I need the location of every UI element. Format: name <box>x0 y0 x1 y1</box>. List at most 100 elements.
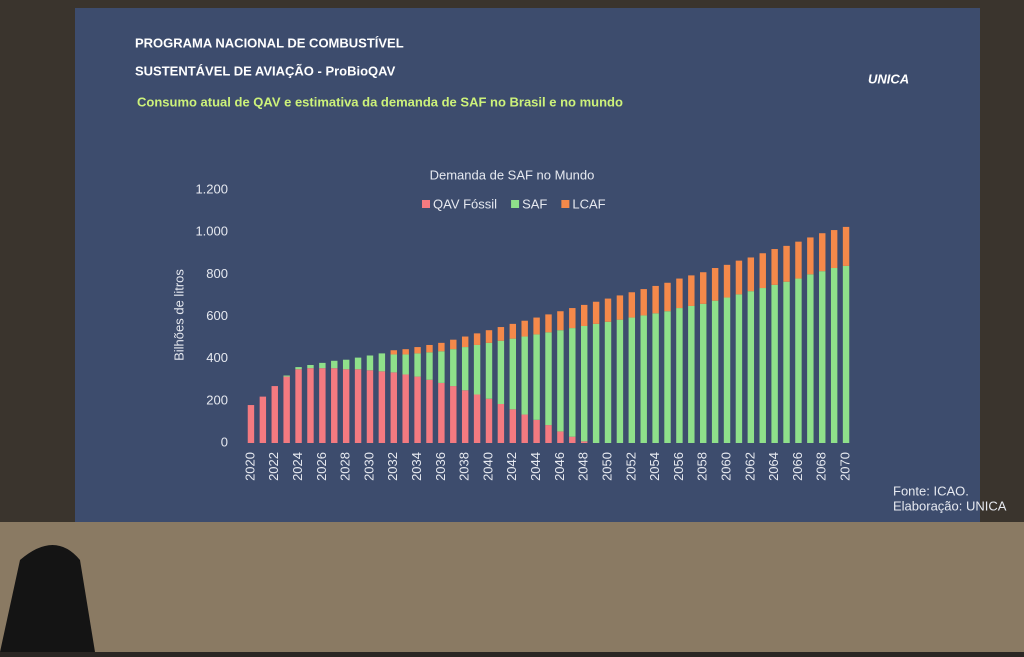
x-tick-label: 2046 <box>552 452 567 481</box>
bar-segment <box>473 344 481 395</box>
bar-segment <box>771 249 778 285</box>
bar-segment <box>557 431 564 443</box>
bar-segment <box>497 403 505 443</box>
bar-segment <box>842 226 850 266</box>
bar-segment <box>533 419 540 443</box>
bar-segment <box>509 409 517 443</box>
bar-segment <box>461 390 469 443</box>
bar-segment <box>331 360 338 369</box>
bar-segment <box>354 357 362 370</box>
bar-segment <box>450 386 457 443</box>
bar-segment <box>747 291 755 443</box>
bar-segment <box>545 332 552 426</box>
x-tick-label: 2040 <box>480 452 495 481</box>
slide-title: SUSTENTÁVEL DE AVIAÇÃO - ProBioQAV <box>135 63 396 78</box>
bar-segment <box>735 294 743 443</box>
bar-segment <box>569 308 576 329</box>
bar-segment <box>688 275 695 306</box>
bar-segment <box>628 317 636 443</box>
bar-segment <box>723 297 731 443</box>
bar-segment <box>830 268 838 443</box>
slide-subtitle: Consumo atual de QAV e estimativa da dem… <box>137 94 623 109</box>
y-tick-label: 400 <box>206 350 228 365</box>
bar-segment <box>723 264 731 298</box>
bar-segment <box>533 317 540 335</box>
presenter <box>0 545 95 652</box>
legend-label: QAV Fóssil <box>433 196 497 211</box>
bar-segment <box>307 364 314 369</box>
bar-segment <box>497 340 505 404</box>
bar-segment <box>378 353 386 372</box>
x-tick-label: 2062 <box>742 452 757 481</box>
legend-label: LCAF <box>572 196 605 211</box>
y-tick-label: 600 <box>206 308 228 323</box>
x-tick-label: 2050 <box>599 452 614 481</box>
bar-segment <box>438 382 445 443</box>
bar-segment <box>319 362 326 369</box>
bar-segment <box>247 405 255 443</box>
bar-segment <box>557 330 564 432</box>
x-tick-label: 2026 <box>314 452 329 481</box>
bar-segment <box>795 278 802 443</box>
bar-segment <box>569 436 576 443</box>
bar-segment <box>414 347 421 354</box>
x-tick-label: 2056 <box>671 452 686 481</box>
bar-segment <box>390 354 397 373</box>
y-tick-label: 1.200 <box>195 181 228 196</box>
x-tick-label: 2068 <box>814 452 829 481</box>
x-tick-label: 2038 <box>457 452 472 481</box>
bar-segment <box>319 368 326 443</box>
x-tick-label: 2036 <box>433 452 448 481</box>
bar-segment <box>735 260 743 295</box>
source: Fonte: ICAO. <box>893 483 969 498</box>
bar-segment <box>521 336 528 415</box>
bar-segment <box>807 237 814 275</box>
bar-segment <box>426 344 433 353</box>
x-tick-label: 2028 <box>338 452 353 481</box>
x-tick-label: 2058 <box>695 452 710 481</box>
bar-segment <box>461 336 469 348</box>
bar-segment <box>676 278 683 309</box>
bar-segment <box>521 414 528 443</box>
bar-segment <box>390 372 397 443</box>
bar-segment <box>700 303 707 443</box>
x-tick-label: 2022 <box>266 452 281 481</box>
bar-segment <box>414 376 421 443</box>
slide-title: PROGRAMA NACIONAL DE COMBUSTÍVEL <box>135 35 404 50</box>
bar-segment <box>473 394 481 443</box>
bar-segment <box>688 305 695 443</box>
bar-segment <box>676 308 683 443</box>
bar-segment <box>640 315 647 443</box>
bar-segment <box>331 368 338 443</box>
x-tick-label: 2042 <box>504 452 519 481</box>
bar-segment <box>485 398 493 443</box>
bar-segment <box>700 272 707 304</box>
bar-segment <box>569 328 576 437</box>
bar-segment <box>580 441 588 443</box>
chart-title: Demanda de SAF no Mundo <box>430 167 595 182</box>
bar-segment <box>283 375 290 377</box>
bar-segment <box>402 354 409 375</box>
legend-swatch <box>561 200 570 208</box>
bar-segment <box>450 349 457 387</box>
bar-segment <box>819 233 826 272</box>
bar-segment <box>759 253 766 289</box>
bar-segment <box>390 350 397 355</box>
bar-segment <box>747 257 755 292</box>
bar-segment <box>664 282 671 312</box>
bar-segment <box>711 268 719 301</box>
bar-segment <box>295 367 302 370</box>
bar-segment <box>366 370 374 443</box>
bar-segment <box>604 321 612 443</box>
legend-swatch <box>422 200 430 208</box>
y-tick-label: 800 <box>206 266 228 281</box>
bar-segment <box>354 369 362 443</box>
bar-segment <box>545 425 552 443</box>
bar-segment <box>342 359 350 370</box>
bar-segment <box>842 265 850 443</box>
bar-segment <box>592 301 600 324</box>
legend-swatch <box>511 200 520 208</box>
bar-segment <box>473 333 481 345</box>
bar-segment <box>580 325 588 442</box>
